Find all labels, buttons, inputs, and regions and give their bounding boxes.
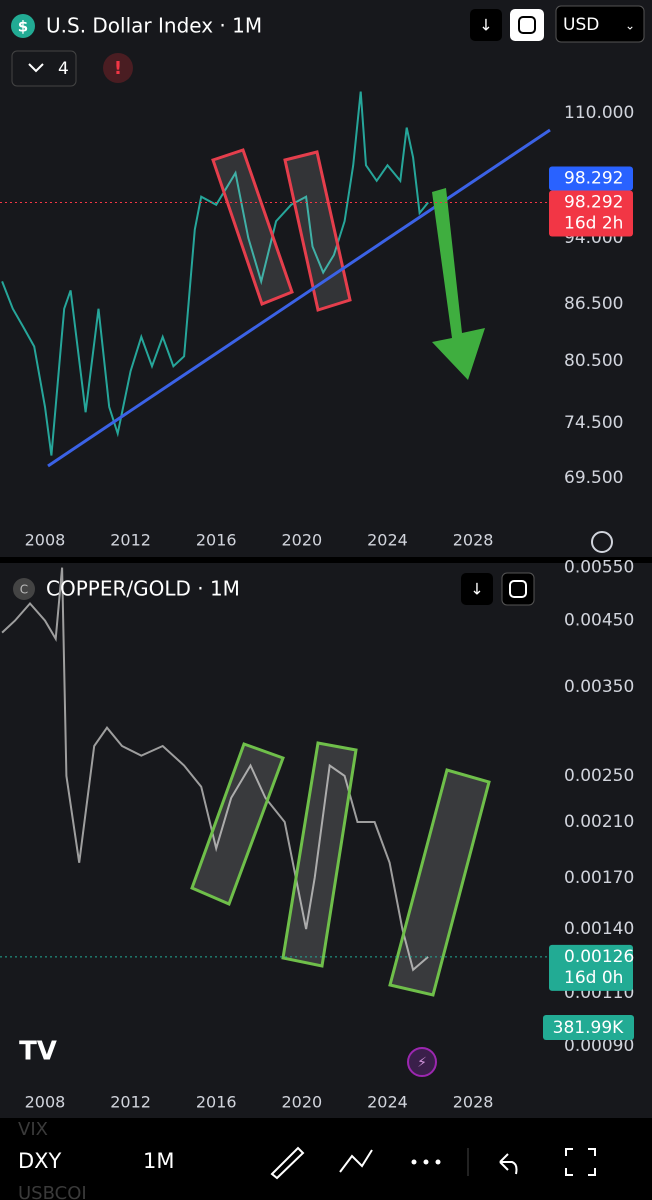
x-tick-label: 2008 <box>25 1093 66 1112</box>
fullscreen-button[interactable] <box>565 1148 596 1176</box>
lightning-button[interactable] <box>407 1047 437 1077</box>
highlight-box <box>281 741 358 968</box>
y-tick-label: 86.500 <box>564 294 623 314</box>
x-tick-label: 2028 <box>453 531 494 550</box>
ghost-symbol: USBCOI <box>18 1183 87 1200</box>
logo: TV <box>19 1037 57 1067</box>
price-line <box>1 567 429 972</box>
y-tick-label: 69.500 <box>564 468 623 488</box>
settings-button[interactable] <box>591 531 613 553</box>
y-tick-label: 80.500 <box>564 351 623 371</box>
compare-button[interactable] <box>501 572 535 606</box>
y-tick-label: 0.00450 <box>564 611 634 631</box>
x-tick-label: 2020 <box>281 1093 322 1112</box>
download-button[interactable] <box>461 573 493 605</box>
price-tag-value: 0.00126 <box>564 947 634 967</box>
x-tick-label: 2008 <box>25 531 66 550</box>
price-tag <box>549 166 633 191</box>
currency-dropdown[interactable] <box>555 5 645 43</box>
symbol-icon <box>13 578 35 600</box>
line-tool[interactable] <box>339 1149 373 1173</box>
y-tick-label: 0.00170 <box>564 868 634 888</box>
x-tick-label: 2024 <box>367 1093 408 1112</box>
compare-icon <box>509 580 527 598</box>
x-tick-label: 2016 <box>196 531 237 550</box>
download-button[interactable] <box>470 9 502 41</box>
lightning-icon: ⚡ <box>417 1055 427 1071</box>
symbol-icon-glyph: $ <box>18 18 28 36</box>
symbol-icon-glyph: C <box>20 583 28 597</box>
volume-tag <box>543 1015 634 1040</box>
symbol-icon <box>11 14 35 38</box>
y-tick-label: 0.00210 <box>564 812 634 832</box>
x-tick-label: 2020 <box>281 531 322 550</box>
chart-title: U.S. Dollar Index · 1M <box>46 14 262 38</box>
symbol-button[interactable]: DXY <box>18 1149 62 1173</box>
y-tick-label: 0.00140 <box>564 919 634 939</box>
highlight-box <box>190 742 285 907</box>
interval-button[interactable]: 1M <box>143 1149 174 1173</box>
more-button[interactable] <box>411 1159 441 1165</box>
y-tick-label: 0.00090 <box>564 1036 634 1056</box>
highlight-box <box>211 148 294 306</box>
x-tick-label: 2024 <box>367 531 408 550</box>
x-tick-label: 2028 <box>453 1093 494 1112</box>
price-tag <box>549 190 633 237</box>
volume-tag-value: 381.99K <box>553 1018 624 1038</box>
price-tag <box>549 944 633 991</box>
compare-icon <box>518 16 536 34</box>
x-tick-label: 2012 <box>110 531 151 550</box>
y-tick-label: 74.500 <box>564 413 623 433</box>
chart-title: COPPER/GOLD · 1M <box>46 577 240 601</box>
price-tag-value: 98.292 <box>564 192 623 212</box>
price-tag-countdown: 16d 2h <box>564 213 623 233</box>
x-tick-label: 2016 <box>196 1093 237 1112</box>
trend-line <box>47 128 551 468</box>
highlight-box <box>388 768 491 997</box>
warning-button[interactable] <box>103 53 133 83</box>
ghost-symbol: VIX <box>18 1119 48 1140</box>
x-tick-label: 2012 <box>110 1093 151 1112</box>
undo-button[interactable] <box>499 1153 518 1175</box>
down-arrow <box>432 188 485 380</box>
y-tick-label: 0.00550 <box>564 558 634 578</box>
highlight-box <box>283 150 352 312</box>
compare-button[interactable] <box>510 9 544 41</box>
indicator-count: 4 <box>58 59 69 79</box>
y-tick-label: 0.00350 <box>564 677 634 697</box>
dropdown-caret: ⌄ <box>625 19 635 33</box>
y-tick-label: 0.00250 <box>564 766 634 786</box>
price-line <box>1 91 429 456</box>
warning-icon: ! <box>114 58 122 79</box>
price-tag-countdown: 16d 0h <box>564 968 623 988</box>
draw-tool[interactable] <box>270 1146 305 1180</box>
download-icon: ↓ <box>470 580 483 599</box>
price-tag-value: 98.292 <box>564 168 623 188</box>
chevron <box>28 63 44 73</box>
download-icon: ↓ <box>479 16 492 35</box>
y-tick-label: 110.000 <box>564 103 634 123</box>
indicators-toggle[interactable] <box>11 50 77 87</box>
currency: USD <box>563 15 599 35</box>
